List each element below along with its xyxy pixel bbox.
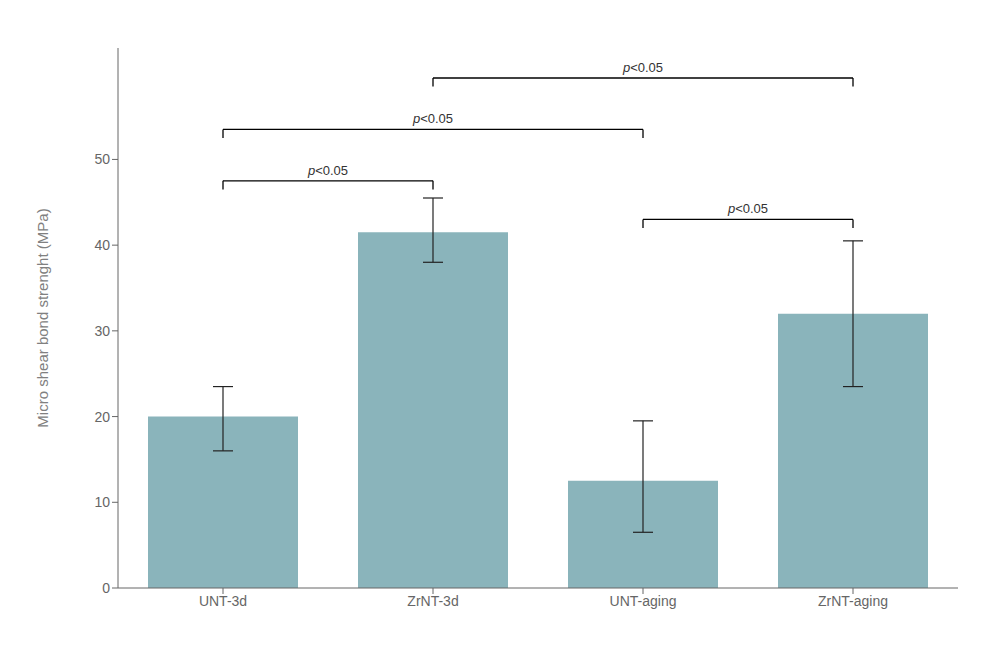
svg-text:p<0.05: p<0.05 xyxy=(412,111,453,126)
svg-text:p<0.05: p<0.05 xyxy=(307,163,348,178)
svg-text:p<0.05: p<0.05 xyxy=(727,201,768,216)
svg-text:UNT-3d: UNT-3d xyxy=(199,593,247,609)
svg-text:ZrNT-3d: ZrNT-3d xyxy=(407,593,458,609)
svg-text:10: 10 xyxy=(94,494,110,510)
svg-text:p<0.05: p<0.05 xyxy=(622,60,663,75)
svg-text:0: 0 xyxy=(102,580,110,596)
svg-text:30: 30 xyxy=(94,323,110,339)
svg-text:40: 40 xyxy=(94,237,110,253)
svg-text:Micro shear bond strenght (MPa: Micro shear bond strenght (MPa) xyxy=(34,208,51,427)
svg-text:ZrNT-aging: ZrNT-aging xyxy=(818,593,888,609)
svg-text:UNT-aging: UNT-aging xyxy=(610,593,677,609)
svg-text:20: 20 xyxy=(94,409,110,425)
svg-text:50: 50 xyxy=(94,151,110,167)
